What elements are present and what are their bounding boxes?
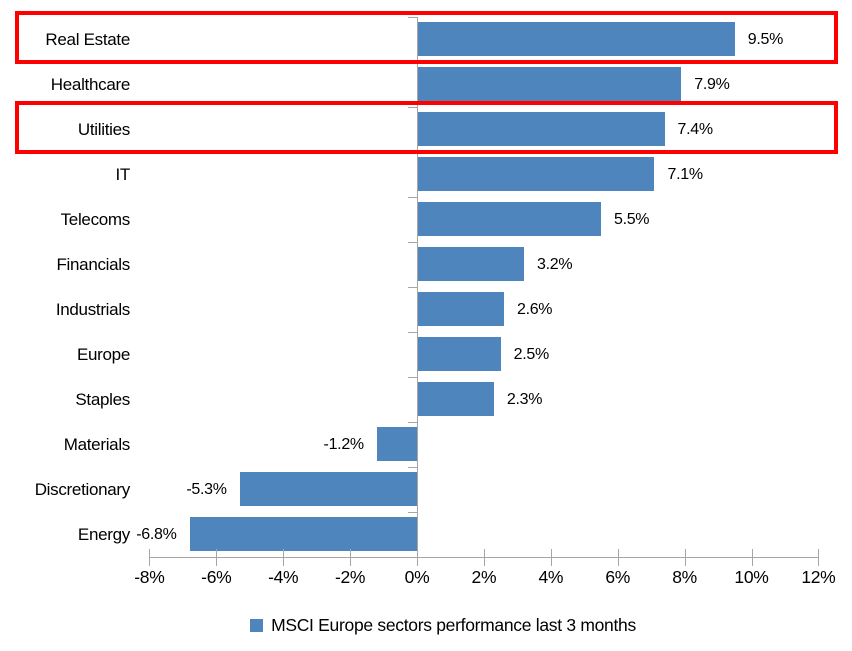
bar-row: Industrials 2.6% xyxy=(0,287,852,332)
bar-row: Materials -1.2% xyxy=(0,422,852,467)
value-label: -5.3% xyxy=(186,481,227,498)
bar-row: Telecoms 5.5% xyxy=(0,197,852,242)
y-tick xyxy=(408,242,417,243)
x-tick-label: 0% xyxy=(404,567,430,587)
category-label: Materials xyxy=(63,435,131,454)
bar xyxy=(417,247,525,281)
y-tick xyxy=(408,287,417,288)
category-label: Utilities xyxy=(77,120,130,139)
bar xyxy=(417,202,601,236)
value-label: 7.9% xyxy=(694,76,730,93)
x-tick xyxy=(283,549,285,566)
x-tick-label: 6% xyxy=(605,567,631,587)
value-label: 2.3% xyxy=(506,391,543,408)
y-tick xyxy=(408,197,417,198)
category-label: Financials xyxy=(56,255,130,274)
category-label: IT xyxy=(115,165,130,184)
bar-row: Utilities 7.4% xyxy=(0,107,852,152)
x-tick xyxy=(684,549,686,566)
bar xyxy=(417,22,735,56)
bar-row: IT 7.1% xyxy=(0,152,852,197)
category-label: Europe xyxy=(76,345,130,364)
category-label: Energy xyxy=(77,525,130,544)
bar-row: Healthcare 7.9% xyxy=(0,62,852,107)
x-tick xyxy=(350,549,352,566)
x-tick xyxy=(216,549,218,566)
legend-marker-icon xyxy=(250,618,264,632)
x-tick-label: -2% xyxy=(334,567,366,587)
bar-row: Energy -6.8% xyxy=(0,512,852,557)
y-tick xyxy=(408,17,417,18)
bar xyxy=(189,517,417,551)
x-tick xyxy=(751,549,753,566)
x-tick xyxy=(617,549,619,566)
x-tick-label: -8% xyxy=(134,567,165,587)
category-label: Telecoms xyxy=(60,210,131,229)
x-tick xyxy=(550,549,552,566)
value-label: -1.2% xyxy=(323,436,365,453)
value-label: 2.6% xyxy=(516,301,553,318)
x-tick xyxy=(483,549,485,566)
x-tick xyxy=(149,549,151,566)
value-label: 7.1% xyxy=(667,166,703,183)
value-label: 3.2% xyxy=(537,256,573,273)
value-label: 2.5% xyxy=(513,346,550,363)
bar xyxy=(417,292,504,326)
value-label: 5.5% xyxy=(613,211,650,228)
y-tick xyxy=(408,62,417,63)
bar-row: Real Estate 9.5% xyxy=(0,17,852,62)
y-axis-line xyxy=(417,17,418,557)
bar-row: Financials 3.2% xyxy=(0,242,852,287)
bar xyxy=(417,157,655,191)
bar xyxy=(417,67,682,101)
bar xyxy=(417,337,501,371)
x-tick xyxy=(417,549,418,566)
bar xyxy=(417,382,494,416)
category-label: Industrials xyxy=(55,300,130,319)
x-tick-label: 2% xyxy=(471,567,497,587)
y-tick xyxy=(408,512,417,513)
bar-row: Staples 2.3% xyxy=(0,377,852,422)
category-label: Real Estate xyxy=(45,30,130,49)
x-tick-label: 4% xyxy=(538,567,564,587)
category-label: Staples xyxy=(75,390,130,409)
legend: MSCI Europe sectors performance last 3 m… xyxy=(0,612,852,638)
x-tick xyxy=(818,549,820,566)
category-label: Discretionary xyxy=(34,480,131,499)
y-tick xyxy=(408,152,417,153)
category-label: Healthcare xyxy=(50,75,131,94)
bar-row: Discretionary -5.3% xyxy=(0,467,852,512)
y-tick xyxy=(408,332,417,333)
value-label: 9.5% xyxy=(747,31,784,48)
bar xyxy=(376,427,417,461)
legend-label: MSCI Europe sectors performance last 3 m… xyxy=(271,614,636,635)
x-tick-label: -4% xyxy=(268,567,299,587)
y-tick xyxy=(408,377,417,378)
x-tick-label: 10% xyxy=(734,567,769,587)
value-label: 7.4% xyxy=(677,121,714,138)
y-tick xyxy=(408,107,417,108)
x-tick-label: -6% xyxy=(201,567,232,587)
y-tick xyxy=(408,422,417,423)
bar-row: Europe 2.5% xyxy=(0,332,852,377)
bar xyxy=(239,472,417,506)
x-tick-label: 12% xyxy=(801,567,836,587)
x-tick-label: 8% xyxy=(672,567,697,587)
value-label: -6.8% xyxy=(136,526,177,543)
bar xyxy=(417,112,665,146)
y-tick xyxy=(408,467,417,468)
